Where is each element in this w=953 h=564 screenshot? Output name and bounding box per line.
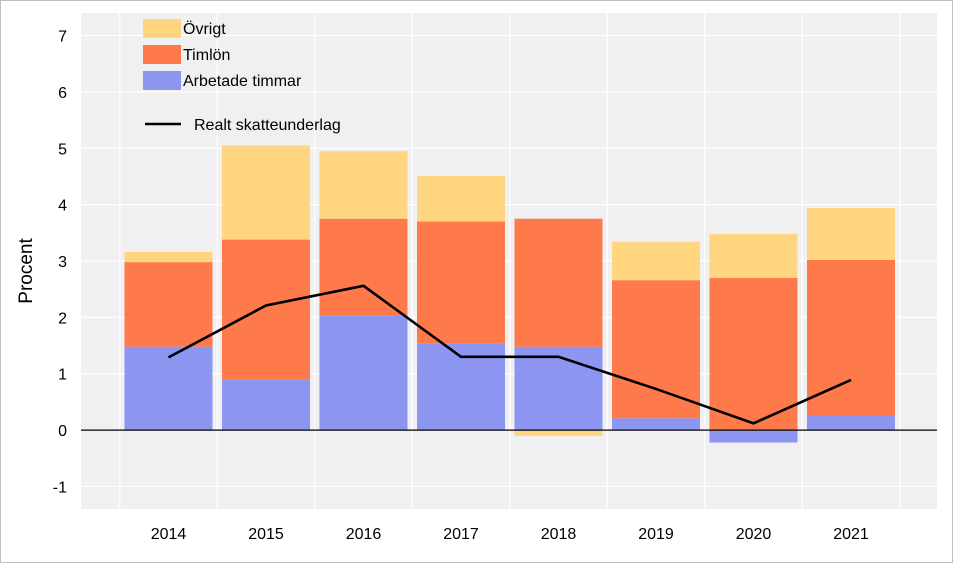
- bar-arbetade-timmar-2016: [319, 315, 408, 431]
- y-tick-label: 4: [58, 198, 67, 215]
- legend-label: Realt skatteunderlag: [194, 117, 341, 134]
- legend-swatch: [143, 71, 181, 90]
- bar--vrigt-2017: [417, 175, 505, 222]
- bar-timl-n-2014: [124, 262, 213, 347]
- x-tick-label: 2019: [638, 526, 674, 543]
- bar-arbetade-timmar-2015: [222, 379, 310, 431]
- bar-timl-n-2017: [417, 221, 505, 344]
- bar-timl-n-2019: [612, 280, 700, 419]
- y-tick-label: 6: [58, 85, 67, 102]
- bar-arbetade-timmar-2021: [807, 416, 895, 431]
- legend-label: Timlön: [183, 47, 230, 64]
- bar-arbetade-timmar-2020: [709, 430, 798, 443]
- x-tick-label: 2014: [151, 526, 187, 543]
- y-axis-label: Procent: [16, 238, 37, 304]
- y-tick-label: 7: [58, 29, 67, 46]
- x-tick-label: 2015: [248, 526, 284, 543]
- bars: [124, 145, 895, 443]
- bar--vrigt-2020: [709, 233, 798, 278]
- bar--vrigt-2018: [514, 430, 603, 436]
- bar-timl-n-2020: [709, 277, 798, 431]
- x-tick-label: 2017: [443, 526, 479, 543]
- bar-timl-n-2018: [514, 218, 603, 347]
- y-tick-label: -1: [53, 479, 67, 496]
- legend-swatch: [143, 19, 181, 38]
- legend-label: Övrigt: [183, 20, 226, 38]
- x-tick-label: 2020: [736, 526, 772, 543]
- y-tick-labels: -1 0 1 2 3 4 5 6 7: [53, 29, 67, 497]
- line-realt-skatteunderlag: [167, 284, 852, 425]
- bar--vrigt-2019: [612, 241, 700, 281]
- bar--vrigt-2021: [807, 208, 895, 260]
- x-tick-label: 2021: [833, 526, 869, 543]
- y-tick-label: 3: [58, 254, 67, 271]
- legend: Övrigt Timlön Arbetade timmar Realt skatteu…: [143, 19, 341, 134]
- x-tick-label: 2018: [541, 526, 577, 543]
- bar--vrigt-2014: [124, 251, 213, 263]
- x-tick-labels: 2014 2015 2016 2017 2018 2019 2020 2021: [151, 526, 869, 543]
- bar-arbetade-timmar-2014: [124, 346, 213, 431]
- bar-arbetade-timmar-2019: [612, 418, 700, 431]
- bar--vrigt-2016: [319, 151, 408, 219]
- bar-arbetade-timmar-2017: [417, 343, 505, 431]
- bar-timl-n-2015: [222, 239, 310, 380]
- bar-timl-n-2021: [807, 259, 895, 416]
- bar-timl-n-2016: [319, 218, 408, 316]
- legend-label: Arbetade timmar: [183, 73, 302, 90]
- legend-swatch: [143, 45, 181, 64]
- bar-arbetade-timmar-2018: [514, 346, 603, 431]
- y-tick-label: 2: [58, 310, 67, 327]
- x-tick-label: 2016: [346, 526, 382, 543]
- y-tick-label: 0: [58, 423, 67, 440]
- y-tick-label: 1: [58, 367, 67, 384]
- line-series: [167, 284, 852, 425]
- bar--vrigt-2015: [222, 145, 310, 240]
- y-tick-label: 5: [58, 141, 67, 158]
